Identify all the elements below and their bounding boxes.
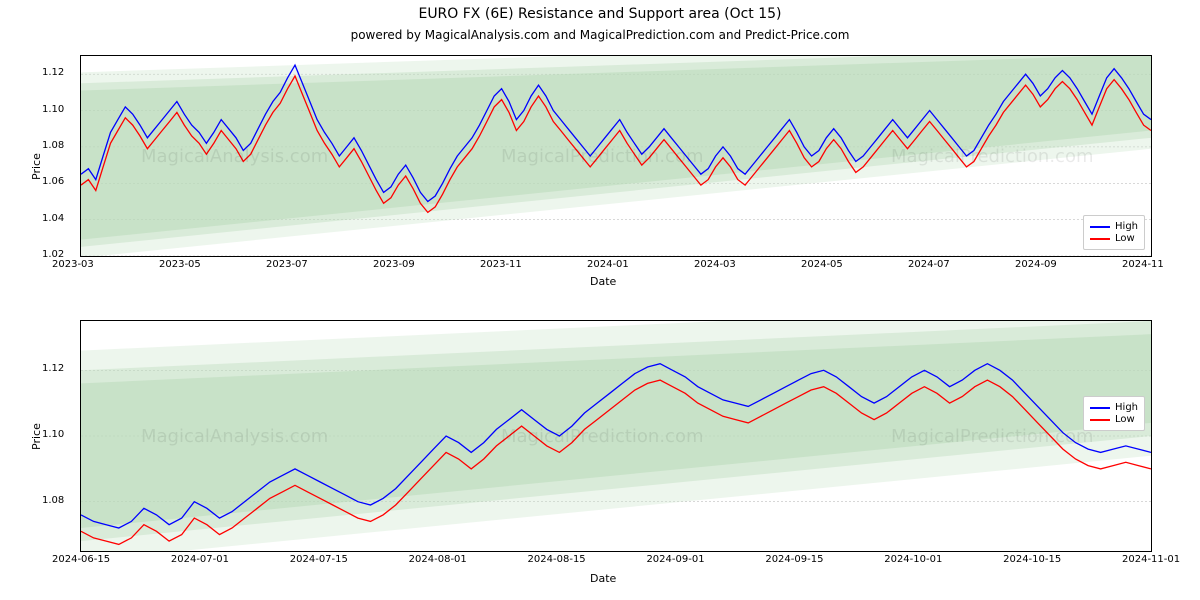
xtick-label: 2024-09 bbox=[1015, 259, 1057, 270]
xtick-label: 2024-07-01 bbox=[171, 554, 229, 565]
xtick-label: 2023-05 bbox=[159, 259, 201, 270]
main-title: EURO FX (6E) Resistance and Support area… bbox=[0, 6, 1200, 22]
bottom-chart-panel: MagicalAnalysis.com MagicalPrediction.co… bbox=[80, 320, 1152, 552]
xtick-label: 2023-11 bbox=[480, 259, 522, 270]
legend-color-swatch bbox=[1090, 238, 1110, 240]
ytick-label: 1.08 bbox=[42, 495, 64, 506]
ytick-label: 1.10 bbox=[42, 104, 64, 115]
legend-color-swatch bbox=[1090, 407, 1110, 409]
xtick-label: 2024-07-15 bbox=[290, 554, 348, 565]
bottom-chart-svg bbox=[81, 321, 1151, 551]
x-axis-label: Date bbox=[590, 275, 616, 288]
xtick-label: 2024-08-15 bbox=[528, 554, 586, 565]
sub-title: powered by MagicalAnalysis.com and Magic… bbox=[0, 28, 1200, 42]
legend-item-high: High bbox=[1090, 402, 1138, 413]
legend-color-swatch bbox=[1090, 226, 1110, 228]
legend-label: High bbox=[1115, 402, 1138, 413]
ytick-label: 1.06 bbox=[42, 176, 64, 187]
xtick-label: 2024-11 bbox=[1122, 259, 1164, 270]
xtick-label: 2024-01 bbox=[587, 259, 629, 270]
xtick-label: 2023-07 bbox=[266, 259, 308, 270]
xtick-label: 2024-10-15 bbox=[1003, 554, 1061, 565]
xtick-label: 2024-10-01 bbox=[884, 554, 942, 565]
top-chart-panel: MagicalAnalysis.com MagicalPrediction.co… bbox=[80, 55, 1152, 257]
xtick-label: 2024-09-01 bbox=[646, 554, 704, 565]
legend-label: Low bbox=[1115, 414, 1135, 425]
legend-label: Low bbox=[1115, 233, 1135, 244]
xtick-label: 2024-05 bbox=[801, 259, 843, 270]
xtick-label: 2024-03 bbox=[694, 259, 736, 270]
legend-item-low: Low bbox=[1090, 414, 1138, 425]
chart-legend: High Low bbox=[1083, 215, 1145, 250]
ytick-label: 1.12 bbox=[42, 67, 64, 78]
ytick-label: 1.04 bbox=[42, 213, 64, 224]
xtick-label: 2024-09-15 bbox=[765, 554, 823, 565]
top-chart-svg bbox=[81, 56, 1151, 256]
ytick-label: 1.08 bbox=[42, 140, 64, 151]
xtick-label: 2023-09 bbox=[373, 259, 415, 270]
legend-item-low: Low bbox=[1090, 233, 1138, 244]
xtick-label: 2024-08-01 bbox=[409, 554, 467, 565]
legend-color-swatch bbox=[1090, 419, 1110, 421]
ytick-label: 1.10 bbox=[42, 429, 64, 440]
x-axis-label: Date bbox=[590, 572, 616, 585]
figure-root: EURO FX (6E) Resistance and Support area… bbox=[0, 0, 1200, 600]
xtick-label: 2023-03 bbox=[52, 259, 94, 270]
ytick-label: 1.12 bbox=[42, 363, 64, 374]
xtick-label: 2024-11-01 bbox=[1122, 554, 1180, 565]
xtick-label: 2024-07 bbox=[908, 259, 950, 270]
legend-label: High bbox=[1115, 221, 1138, 232]
legend-item-high: High bbox=[1090, 221, 1138, 232]
chart-legend: High Low bbox=[1083, 396, 1145, 431]
xtick-label: 2024-06-15 bbox=[52, 554, 110, 565]
